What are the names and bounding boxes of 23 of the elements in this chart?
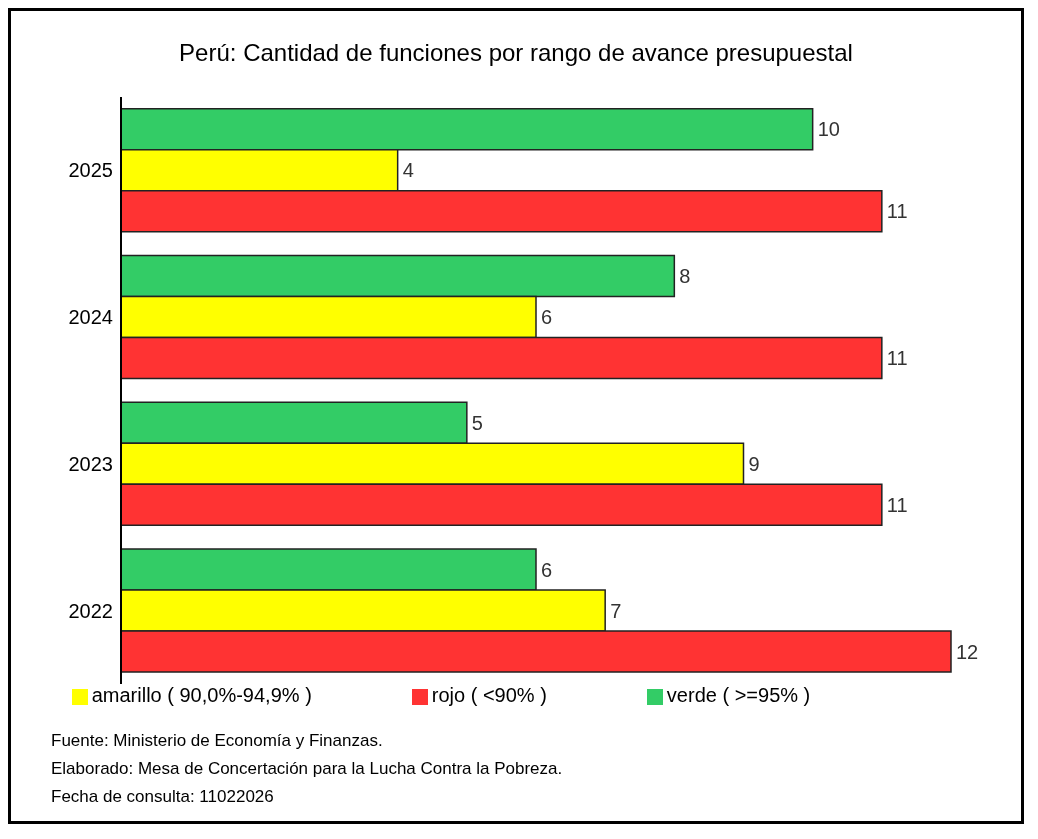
data-label: 5 bbox=[471, 411, 483, 434]
data-label: 11 bbox=[886, 347, 908, 370]
data-label: 9 bbox=[748, 452, 760, 475]
data-label: 4 bbox=[402, 159, 414, 182]
chart-title: Perú: Cantidad de funciones por rango de avance presupuestal bbox=[178, 39, 854, 67]
data-label: 6 bbox=[541, 558, 553, 581]
data-label: 6 bbox=[541, 306, 553, 329]
y-tick-label: 2023 bbox=[68, 452, 113, 475]
data-label: 11 bbox=[886, 200, 908, 223]
data-label: 10 bbox=[817, 118, 840, 141]
text: Fecha de consulta: 11022026 bbox=[51, 786, 275, 808]
data-label: 7 bbox=[610, 599, 622, 622]
data-label: 12 bbox=[956, 640, 979, 663]
y-tick-label: 2025 bbox=[68, 159, 113, 182]
y-tick-label: 2022 bbox=[68, 599, 113, 622]
data-label: 8 bbox=[679, 265, 691, 288]
legend-label: amarillo ( 90,0%-94,9% ) bbox=[91, 684, 312, 706]
data-label: 11 bbox=[886, 493, 908, 516]
source-note: Fuente: Ministerio de Economía y Finanzas. bbox=[51, 730, 384, 752]
legend-label: verde ( >=95% ) bbox=[666, 684, 811, 706]
y-tick-label: 2024 bbox=[68, 306, 113, 329]
text: Elaborado: Mesa de Concertación para la Lucha Contra la Pobreza. bbox=[51, 758, 564, 780]
legend-label: rojo ( <90% ) bbox=[431, 684, 547, 706]
